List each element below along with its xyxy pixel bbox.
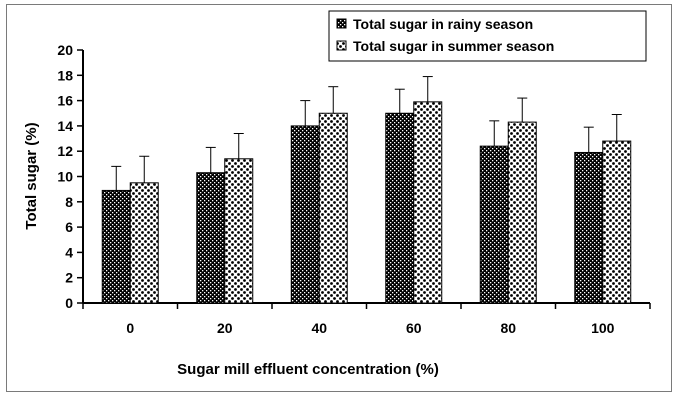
bar-series-1-100 xyxy=(574,151,604,304)
x-axis-title: Sugar mill effluent concentration (%) xyxy=(177,361,439,378)
legend-label-summer: Total sugar in summer season xyxy=(353,38,554,54)
x-tick-label: 80 xyxy=(500,320,516,336)
y-axis-title: Total sugar (%) xyxy=(23,122,40,229)
bar-series-1-0 xyxy=(101,189,131,304)
legend-swatch-rainy xyxy=(336,18,347,29)
y-tick-label: 16 xyxy=(57,93,73,109)
y-tick-label: 6 xyxy=(65,219,73,235)
bar-series-2-80 xyxy=(507,121,537,304)
x-tick-label: 20 xyxy=(217,320,233,336)
y-tick-label: 2 xyxy=(65,270,73,286)
y-tick-label: 14 xyxy=(57,118,73,134)
y-tick-label: 20 xyxy=(57,42,73,58)
bar-series-2-100 xyxy=(602,140,632,304)
legend: Total sugar in rainy season Total sugar … xyxy=(328,10,647,62)
bar-series-1-60 xyxy=(385,112,415,304)
bar-series-2-0 xyxy=(129,182,159,304)
x-tick-label: 0 xyxy=(126,320,134,336)
bar-series-1-80 xyxy=(479,145,509,304)
bar-series-2-40 xyxy=(318,112,348,304)
y-tick-label: 0 xyxy=(65,295,73,311)
x-ticks: 0 20 40 60 80 100 xyxy=(82,303,651,336)
x-tick-label: 60 xyxy=(406,320,422,336)
bar-series-2-60 xyxy=(413,101,443,304)
y-tick-label: 4 xyxy=(65,244,73,260)
legend-swatch-summer xyxy=(336,40,347,51)
chart-frame xyxy=(6,4,672,392)
bar-series-1-40 xyxy=(290,125,320,304)
y-tick-label: 12 xyxy=(57,143,73,159)
legend-box xyxy=(328,10,647,62)
bar-series-1-20 xyxy=(196,172,226,304)
bar-series-2-20 xyxy=(224,158,254,304)
error-bars xyxy=(111,76,622,191)
x-tick-label: 40 xyxy=(311,320,327,336)
y-tick-label: 8 xyxy=(65,194,73,210)
y-tick-label: 10 xyxy=(57,169,73,185)
legend-label-rainy: Total sugar in rainy season xyxy=(353,16,533,32)
y-ticks: 0 2 4 6 8 10 12 14 16 18 20 xyxy=(57,42,83,311)
y-tick-label: 18 xyxy=(57,67,73,83)
axes xyxy=(82,50,650,304)
x-tick-label: 100 xyxy=(591,320,615,336)
bars xyxy=(101,101,632,304)
